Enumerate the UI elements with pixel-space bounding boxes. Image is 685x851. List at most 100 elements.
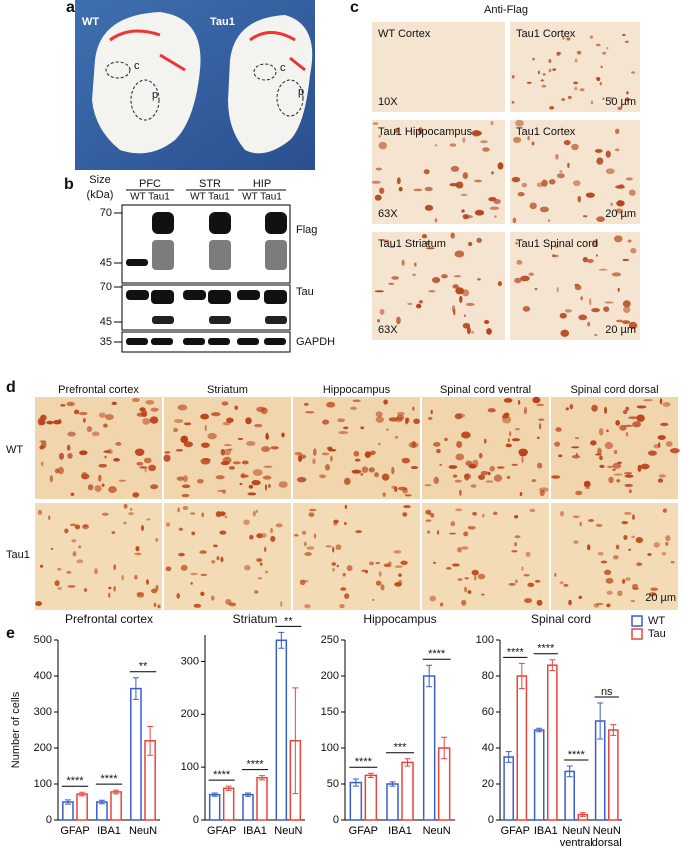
cell: [602, 97, 605, 101]
cell: [335, 544, 342, 550]
cell: [548, 179, 556, 185]
bar: [208, 793, 221, 821]
cell: [372, 598, 375, 602]
cell: [412, 273, 416, 276]
cell: [464, 577, 469, 580]
cell: [605, 168, 615, 175]
cell: [427, 416, 433, 421]
scale-label: 50 µm: [605, 96, 636, 108]
cell: [182, 506, 189, 511]
error-bar: [278, 631, 285, 649]
cell: [108, 586, 112, 590]
cell: [481, 593, 485, 596]
cell: [594, 333, 598, 337]
cell: [421, 234, 428, 239]
cell: [622, 409, 628, 415]
band: [264, 290, 287, 304]
cell: [220, 461, 230, 466]
cell: [615, 185, 625, 189]
cell: [228, 466, 236, 470]
cell: [606, 603, 611, 608]
cell: [257, 577, 263, 580]
cell: [309, 508, 317, 512]
cell: [255, 509, 258, 514]
cell: [223, 448, 231, 456]
cell: [60, 404, 66, 407]
cell: [70, 492, 75, 497]
cell: [201, 442, 210, 448]
cell: [164, 451, 171, 454]
cell: [383, 563, 391, 568]
y-tick-label: 200: [321, 670, 339, 682]
cell: [496, 466, 505, 469]
cell: [393, 550, 402, 554]
cell: [478, 452, 483, 459]
cell: [631, 71, 636, 74]
cell: [270, 535, 276, 542]
cell: [332, 546, 335, 553]
cell: [480, 470, 489, 476]
cell: [398, 186, 403, 192]
error-bar: [579, 812, 586, 817]
cell: [578, 314, 588, 321]
cell: [121, 574, 124, 581]
cell: [589, 298, 592, 306]
cell: [104, 413, 114, 421]
cell: [415, 303, 422, 309]
image-label: WT Cortex: [378, 28, 431, 40]
cell: [103, 450, 111, 453]
cell: [325, 545, 332, 548]
cell: [378, 141, 388, 150]
cell: [472, 511, 478, 516]
error-bar: [441, 736, 448, 760]
cell: [595, 43, 601, 47]
cell: [623, 306, 631, 314]
cell: [333, 521, 338, 526]
cell: [582, 256, 588, 263]
cell: [270, 446, 279, 450]
band: [237, 338, 259, 345]
cell: [449, 183, 458, 187]
cell: [344, 593, 350, 599]
cell: [436, 448, 441, 454]
cell: [118, 479, 127, 482]
region-label: HIP: [253, 178, 271, 190]
cell: [577, 195, 582, 203]
cell: [575, 490, 583, 496]
cell: [555, 427, 562, 432]
cell: [529, 508, 536, 513]
cell: [515, 242, 519, 245]
cell: [245, 417, 252, 425]
outline: [249, 31, 306, 72]
cell: [517, 400, 521, 405]
bar: [349, 781, 363, 821]
x-tick-label: NeuN dorsal: [591, 825, 622, 849]
cell: [375, 411, 383, 417]
cell: [563, 139, 571, 146]
error-bar: [367, 772, 374, 779]
cell: [548, 68, 552, 73]
cell: [303, 402, 309, 406]
cell: [556, 287, 559, 293]
cell: [375, 561, 380, 565]
cell: [146, 518, 151, 521]
cell: [439, 602, 444, 607]
significance-label: ****: [100, 773, 118, 785]
cell: [490, 121, 494, 126]
cell: [456, 440, 463, 448]
cell: [455, 413, 466, 418]
cell: [336, 564, 340, 568]
cell: [541, 84, 547, 88]
cell: [200, 591, 205, 597]
cell: [622, 578, 626, 584]
cell: [468, 525, 476, 530]
cell: [144, 467, 147, 473]
cell: [216, 556, 220, 561]
significance-label: **: [284, 615, 293, 627]
outline: [109, 29, 186, 72]
cell: [111, 531, 116, 535]
cell: [67, 431, 76, 437]
x-tick-label: NeuN: [128, 825, 158, 837]
cell: [606, 46, 609, 50]
error-bar: [404, 758, 411, 767]
